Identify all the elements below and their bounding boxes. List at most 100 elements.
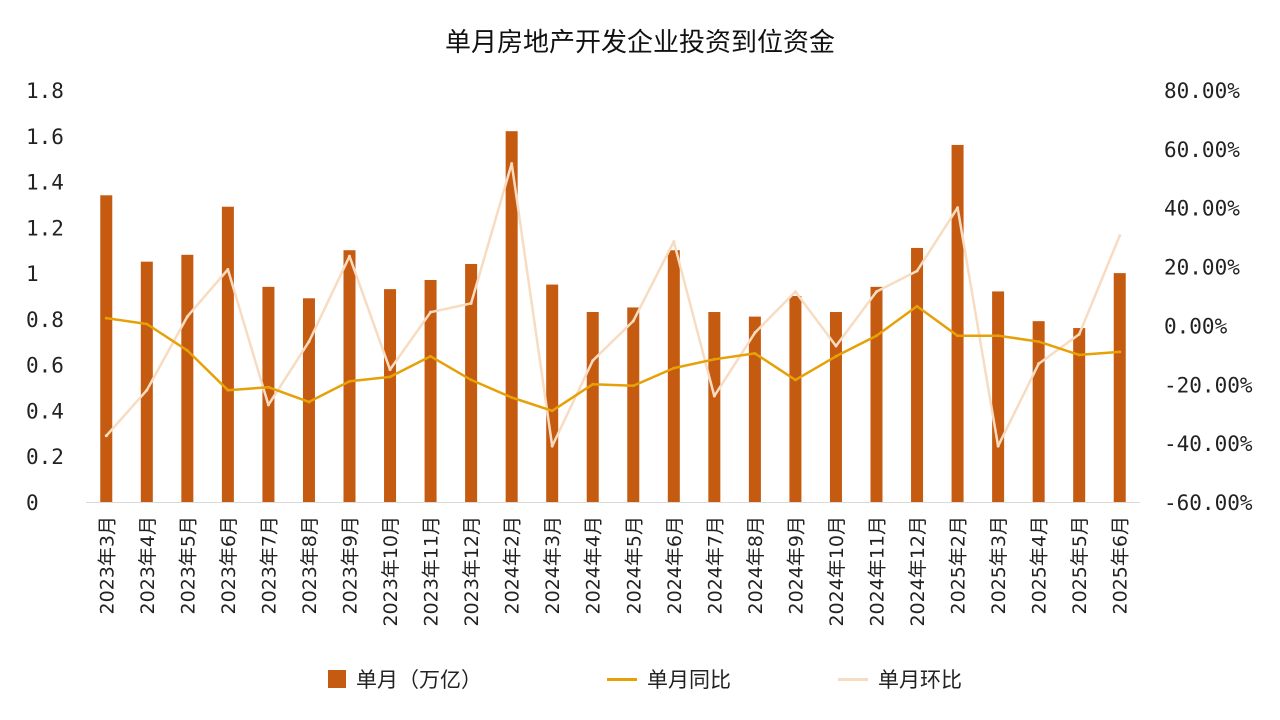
bar	[992, 291, 1005, 502]
mom-line	[105, 162, 1121, 448]
yoy-point	[185, 348, 189, 352]
yoy-point	[793, 378, 797, 382]
bar	[1032, 321, 1045, 502]
right-tick-label: 0.00%	[1164, 314, 1228, 338]
bar	[262, 286, 275, 502]
bar	[424, 279, 437, 502]
mom-point	[996, 444, 1000, 448]
yoy-point	[1037, 340, 1041, 344]
bar	[951, 144, 964, 502]
legend: 单月（万亿） 单月同比 单月环比	[0, 662, 1280, 696]
legend-item-mom: 单月环比	[838, 662, 962, 696]
chart-title: 单月房地产开发企业投资到位资金	[444, 28, 835, 58]
yoy-point	[591, 382, 595, 386]
category-label: 2024年5月	[623, 516, 645, 614]
bar	[1073, 328, 1086, 502]
legend-item-yoy: 单月同比	[607, 662, 731, 696]
mom-point	[834, 344, 838, 348]
yoy-point	[307, 400, 311, 404]
mom-point	[631, 319, 635, 323]
category-label: 2023年5月	[177, 516, 199, 614]
left-tick-label: 0.6	[26, 354, 64, 378]
category-label: 2023年8月	[299, 516, 321, 614]
category-label: 2025年2月	[948, 516, 970, 614]
mom-point	[388, 368, 392, 372]
chart-plot: 0 0.2 0.4 0.6 0.8 1 1.2 1.4 1.6 1.8 -60.00% -40.00…	[26, 79, 1253, 627]
left-tick-label: 1	[26, 262, 39, 286]
right-tick-label: -40.00%	[1164, 432, 1253, 456]
left-tick-label: 1.4	[26, 171, 64, 195]
mom-point	[1077, 332, 1081, 336]
bar	[667, 250, 680, 502]
mom-point	[672, 240, 676, 244]
bar	[505, 131, 518, 502]
legend-swatch-yoy	[607, 677, 637, 681]
mom-point	[793, 290, 797, 294]
yoy-point	[672, 366, 676, 370]
category-label: 2024年9月	[785, 516, 807, 614]
bar-series	[100, 131, 1126, 503]
mom-point	[145, 388, 149, 392]
left-tick-label: 0.2	[26, 445, 64, 469]
category-label: 2025年4月	[1029, 516, 1051, 614]
right-tick-label: 20.00%	[1164, 256, 1240, 280]
category-label: 2023年11月	[421, 516, 443, 627]
mom-point	[550, 444, 554, 448]
yoy-point	[631, 384, 635, 388]
yoy-point	[996, 334, 1000, 338]
left-tick-label: 1.8	[26, 79, 64, 103]
yoy-point	[226, 388, 230, 392]
category-label: 2023年4月	[137, 516, 159, 614]
category-label: 2024年10月	[826, 516, 848, 627]
bar	[1113, 273, 1126, 502]
bar	[911, 247, 924, 502]
bar	[748, 316, 761, 502]
mom-point	[104, 434, 108, 438]
bar	[100, 195, 113, 503]
category-label: 2025年5月	[1069, 516, 1091, 614]
bar	[789, 296, 802, 502]
mom-point	[429, 310, 433, 314]
category-label: 2025年6月	[1110, 516, 1132, 614]
right-tick-label: 80.00%	[1164, 79, 1240, 103]
mom-point	[185, 315, 189, 319]
yoy-point	[875, 334, 878, 338]
yoy-point	[550, 409, 554, 413]
mom-point	[591, 359, 595, 363]
right-tick-label: 40.00%	[1164, 197, 1240, 221]
yoy-point	[266, 385, 270, 389]
category-label: 2024年11月	[867, 516, 889, 627]
right-tick-label: 60.00%	[1164, 138, 1240, 162]
left-tick-label: 0.8	[26, 308, 64, 332]
x-axis-categories: 2023年3月 2023年4月 2023年5月 2023年6月 2023年7月 2023年…	[96, 516, 1131, 627]
legend-swatch-bar	[328, 670, 346, 688]
yoy-point	[956, 334, 960, 338]
legend-label-bar: 单月（万亿）	[356, 668, 482, 692]
left-axis: 0 0.2 0.4 0.6 0.8 1 1.2 1.4 1.6 1.8	[26, 79, 64, 515]
category-label: 2024年6月	[664, 516, 686, 614]
bar	[384, 289, 397, 502]
yoy-point	[429, 354, 433, 358]
mom-point	[1037, 362, 1041, 366]
mom-point	[266, 403, 270, 407]
right-tick-label: -60.00%	[1164, 491, 1253, 515]
category-label: 2025年3月	[988, 516, 1010, 614]
mom-point	[875, 290, 878, 294]
left-tick-label: 0	[26, 491, 39, 515]
yoy-point	[348, 379, 351, 383]
mom-point	[510, 162, 514, 166]
category-label: 2023年7月	[258, 516, 280, 614]
mom-point	[956, 206, 960, 210]
category-label: 2023年3月	[96, 516, 118, 614]
yoy-point	[388, 375, 392, 379]
category-label: 2023年10月	[380, 516, 402, 627]
category-label: 2023年6月	[218, 516, 240, 614]
right-axis: -60.00% -40.00% -20.00% 0.00% 20.00% 40.00% 60…	[1164, 79, 1253, 515]
bar	[465, 263, 478, 502]
mom-point	[915, 269, 919, 273]
category-label: 2024年3月	[542, 516, 564, 614]
bar	[140, 261, 153, 502]
legend-label-mom: 单月环比	[878, 668, 962, 692]
category-label: 2023年9月	[340, 516, 362, 614]
mom-point	[469, 301, 473, 305]
